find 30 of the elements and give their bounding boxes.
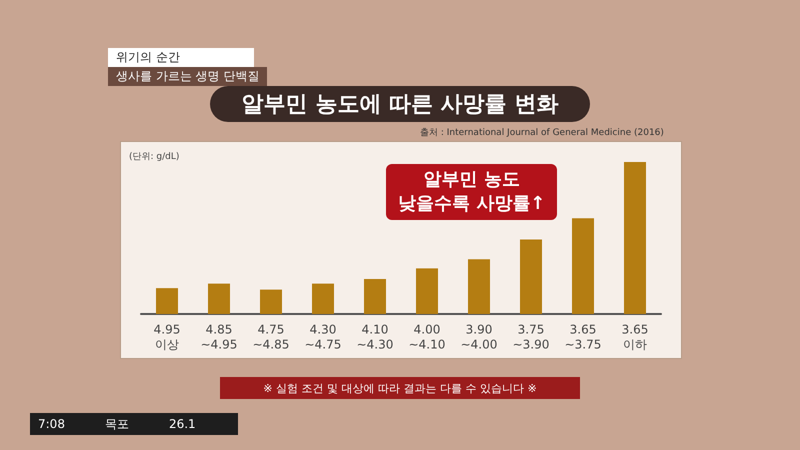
text: ※ 실험 조건 및 대상에 따라 결과는 다를 수 있습니다 ※ <box>220 377 580 399</box>
bar <box>208 284 230 314</box>
x-tick-label: 4.00 ~4.10 <box>408 322 446 352</box>
bar <box>364 279 386 314</box>
text: (단위: g/dL) <box>129 151 180 163</box>
bar <box>416 268 438 314</box>
source-note: 출처 : International Journal of General Medicine (2016) <box>420 127 664 139</box>
x-tick-label: 3.90 ~4.00 <box>460 322 498 352</box>
x-tick-label: 4.30 ~4.75 <box>304 322 342 352</box>
bar <box>468 259 490 314</box>
bar <box>624 162 646 314</box>
text: 위기의 순간 <box>108 48 254 67</box>
bar <box>156 288 178 314</box>
text: 생사를 가르는 생명 단백질 <box>108 67 268 86</box>
bar <box>520 240 542 314</box>
x-tick-label: 4.95 이상 <box>154 322 180 352</box>
x-tick-label: 4.10 ~4.30 <box>356 322 394 352</box>
x-tick-label: 4.85 ~4.95 <box>200 322 238 352</box>
text: 목포 <box>104 416 129 432</box>
x-tick-label: 3.65 이하 <box>622 322 648 352</box>
x-tick-label: 3.65 ~3.75 <box>564 322 602 352</box>
bar <box>572 218 594 314</box>
text: 26.1 <box>168 417 196 431</box>
chart-title: 알부민 농도에 따른 사망률 변화 <box>210 86 590 122</box>
x-tick-label: 4.75 ~4.85 <box>252 322 290 352</box>
annotation: 알부민 농도 낮을수록 사망률↑ <box>386 164 558 220</box>
bar <box>260 290 282 314</box>
bar <box>312 284 334 314</box>
text: 7:08 <box>38 417 65 431</box>
x-tick-label: 3.75 ~3.90 <box>512 322 550 352</box>
